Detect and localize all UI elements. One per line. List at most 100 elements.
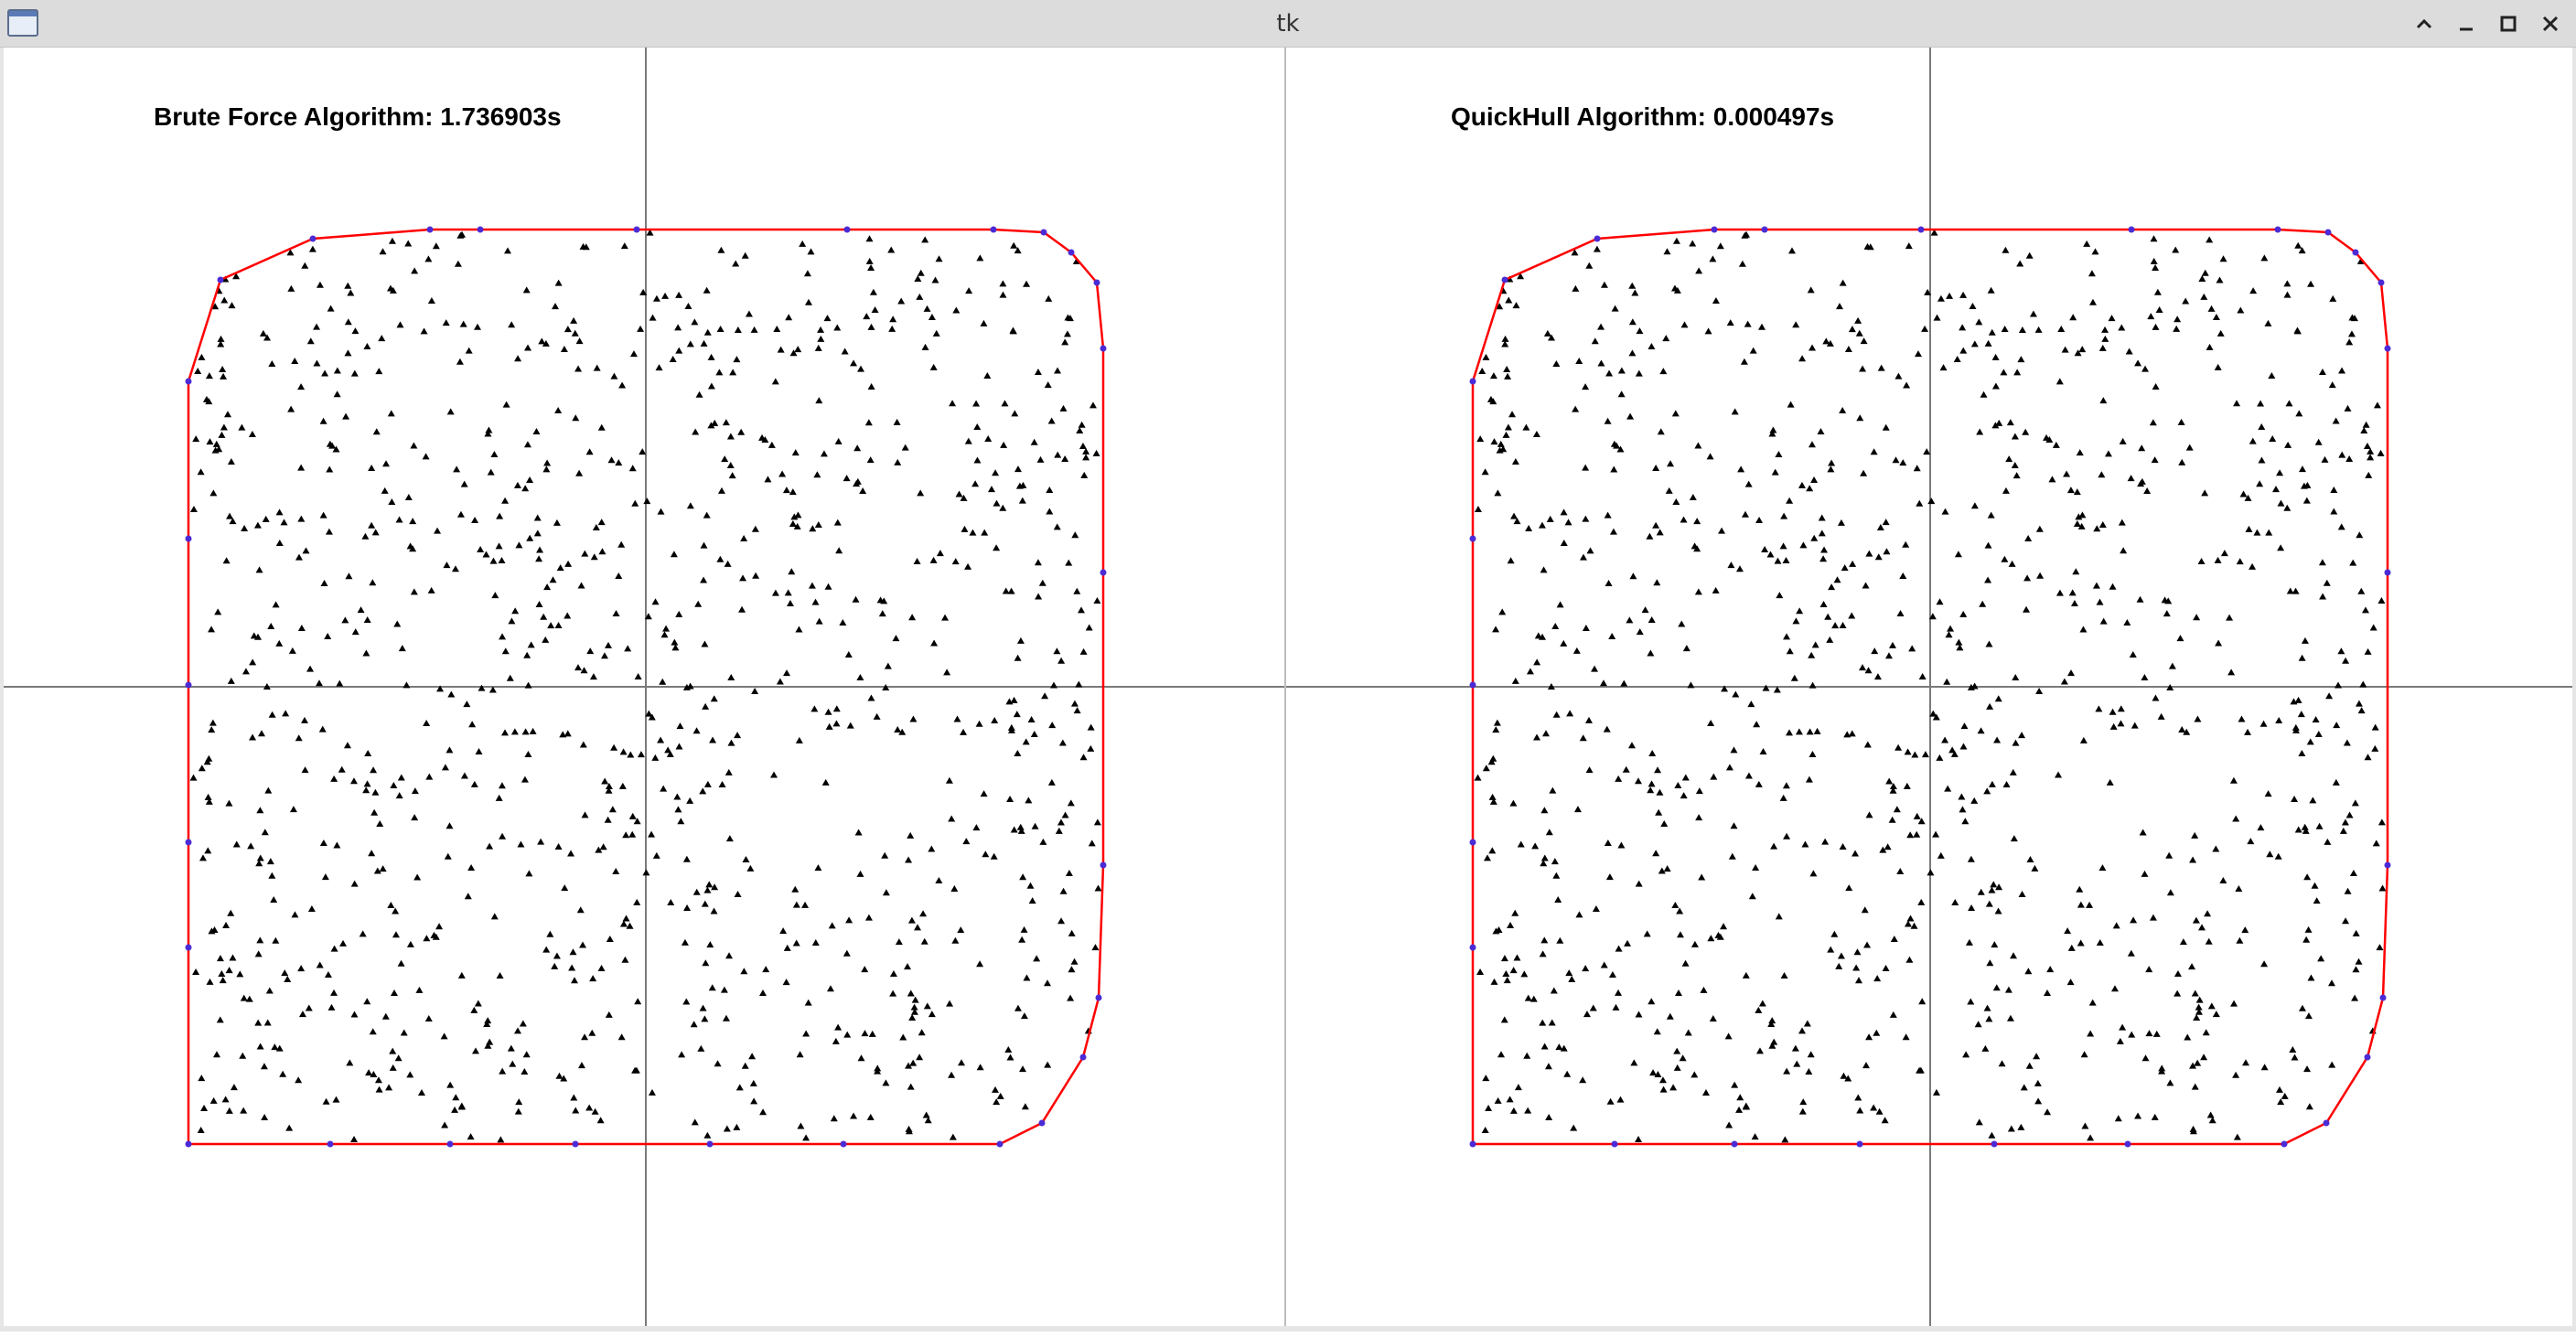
point-marker (1635, 880, 1643, 887)
point-marker (703, 328, 712, 336)
point-marker (1985, 900, 1993, 907)
point-marker (1498, 608, 1507, 615)
point-marker (229, 518, 237, 525)
point-marker (1572, 284, 1580, 292)
point-marker (1896, 868, 1905, 875)
point-marker (692, 428, 700, 435)
hull-vertex (1469, 535, 1476, 542)
point-marker (1615, 989, 1623, 996)
hull-vertex (996, 1140, 1004, 1148)
point-marker (1959, 610, 1968, 617)
point-marker (553, 519, 561, 526)
shade-chevron-up-icon[interactable] (2408, 7, 2441, 40)
point-marker (470, 780, 478, 787)
point-marker (1016, 823, 1025, 830)
point-marker (626, 922, 634, 929)
point-marker (1741, 510, 1749, 518)
title-bar[interactable]: tk (0, 0, 2576, 48)
point-marker (2363, 442, 2371, 449)
point-marker (579, 242, 587, 250)
point-marker (2359, 680, 2367, 688)
point-marker (333, 841, 341, 849)
point-marker (1022, 738, 1030, 745)
hull-vertex (1068, 249, 1075, 256)
point-marker (899, 1033, 907, 1041)
maximize-icon[interactable] (2492, 7, 2525, 40)
point-marker (1078, 421, 1086, 428)
point-marker (1943, 678, 1951, 685)
point-marker (2005, 455, 2013, 463)
point-marker (867, 323, 875, 330)
point-marker (1799, 1098, 1808, 1106)
point-marker (2378, 884, 2387, 892)
point-marker (2189, 856, 2197, 863)
point-marker (1000, 441, 1008, 448)
point-marker (910, 1003, 918, 1011)
point-marker (343, 742, 351, 749)
point-marker (506, 674, 514, 681)
point-marker (487, 468, 495, 476)
point-marker (2315, 822, 2324, 829)
point-marker (514, 1107, 522, 1115)
point-marker (1795, 728, 1803, 735)
point-marker (2344, 404, 2352, 412)
point-marker (2011, 462, 2019, 469)
point-marker (567, 850, 575, 857)
point-marker (387, 410, 395, 417)
point-marker (1500, 1016, 1508, 1023)
point-marker (1543, 329, 1551, 337)
close-icon[interactable] (2534, 7, 2567, 40)
point-marker (1884, 843, 1892, 850)
point-marker (984, 435, 993, 443)
point-marker (1490, 978, 1498, 985)
point-marker (363, 780, 371, 787)
point-marker (1545, 1113, 1553, 1120)
point-marker (2356, 531, 2364, 539)
point-marker (1773, 686, 1781, 693)
point-marker (2298, 1004, 2306, 1011)
point-marker (1079, 647, 1088, 655)
point-marker (951, 936, 960, 944)
point-marker (2025, 251, 2034, 259)
point-marker (319, 511, 327, 519)
point-marker (432, 242, 440, 250)
point-marker (675, 291, 683, 298)
point-marker (1986, 959, 1994, 967)
minimize-icon[interactable] (2450, 7, 2483, 40)
point-marker (572, 1107, 580, 1114)
point-marker (2314, 730, 2323, 737)
hull-vertex (2377, 279, 2385, 286)
point-marker (629, 350, 638, 358)
point-marker (483, 1021, 491, 1028)
point-marker (850, 359, 858, 367)
point-marker (864, 914, 873, 921)
point-marker (782, 979, 790, 986)
point-marker (1520, 970, 1529, 978)
point-marker (1826, 636, 1834, 643)
point-marker (570, 1094, 578, 1101)
point-marker (605, 1011, 613, 1018)
point-marker (709, 736, 717, 743)
point-marker (2179, 938, 2187, 946)
point-marker (750, 326, 758, 333)
point-marker (1937, 294, 1945, 302)
point-marker (739, 574, 747, 582)
point-marker (454, 260, 462, 267)
hull-vertex (1100, 345, 1107, 352)
point-marker (597, 423, 606, 431)
point-marker (474, 323, 482, 330)
point-marker (2092, 582, 2100, 589)
point-marker (911, 996, 919, 1003)
point-marker (2188, 963, 2196, 970)
point-marker (717, 246, 725, 253)
point-marker (917, 269, 925, 276)
point-marker (620, 242, 628, 250)
point-marker (368, 465, 376, 472)
point-marker (2078, 346, 2087, 353)
point-marker (268, 359, 276, 367)
point-marker (993, 544, 1001, 551)
point-marker (833, 324, 842, 331)
point-marker (725, 835, 734, 842)
app-window-icon[interactable] (7, 9, 38, 37)
point-marker (708, 984, 716, 991)
